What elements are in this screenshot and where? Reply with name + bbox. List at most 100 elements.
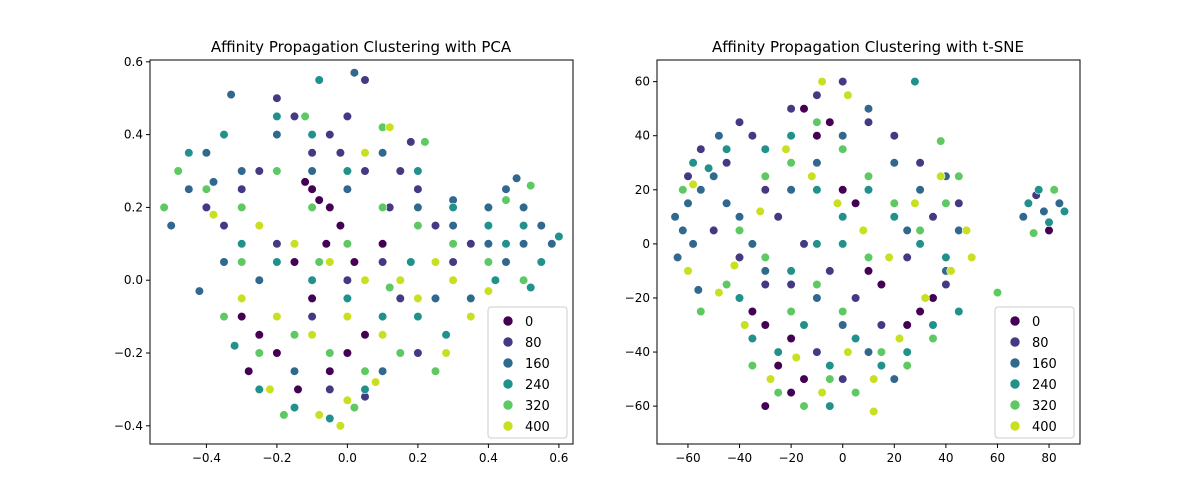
tsne-point-s2-1 bbox=[683, 198, 693, 208]
tsne-point-s3-17 bbox=[838, 212, 848, 222]
tsne-point-s1-1 bbox=[747, 131, 758, 141]
tsne-point-s4-9 bbox=[902, 361, 912, 371]
pca-point-s0-0 bbox=[300, 177, 310, 187]
tsne-point-s2-15 bbox=[915, 185, 925, 195]
tsne-point-s1-0 bbox=[734, 117, 745, 127]
tsne-point-s4-13 bbox=[812, 117, 822, 127]
tsne-point-s4-28 bbox=[1028, 228, 1039, 238]
pca-point-s4-14 bbox=[219, 312, 229, 322]
pca-legend-label-4: 320 bbox=[525, 399, 550, 414]
pca-point-s2-9 bbox=[413, 202, 423, 212]
pca-point-s5-10 bbox=[360, 275, 370, 285]
pca-point-s0-5 bbox=[254, 330, 264, 340]
tsne-point-s1-23 bbox=[696, 144, 706, 154]
pca-point-s5-22 bbox=[335, 421, 346, 431]
pca-point-s1-19 bbox=[395, 293, 405, 304]
tsne-point-s3-25 bbox=[1044, 217, 1054, 227]
tsne-legend-marker-4 bbox=[1009, 399, 1021, 411]
tsne-point-s3-20 bbox=[760, 144, 770, 154]
tsne-legend-marker-1 bbox=[1009, 336, 1021, 348]
pca-point-s5-1 bbox=[272, 312, 282, 322]
tsne-point-s2-19 bbox=[812, 293, 822, 303]
tsne-point-s3-26 bbox=[1034, 185, 1044, 195]
tsne-point-s5-1 bbox=[714, 288, 724, 298]
pca-point-s2-4 bbox=[237, 166, 247, 176]
pca-point-s0-10 bbox=[289, 257, 300, 267]
pca-point-s5-12 bbox=[314, 410, 324, 420]
tsne-point-s2-24 bbox=[693, 285, 703, 295]
pca-point-s0-11 bbox=[307, 293, 317, 304]
pca-legend: 0 80 160 240 320 400 bbox=[487, 306, 568, 439]
tsne-point-s5-21 bbox=[843, 90, 853, 100]
tsne-point-s0-13 bbox=[850, 198, 861, 208]
tsne-point-s1-16 bbox=[734, 252, 745, 262]
tsne-point-s2-2 bbox=[696, 185, 706, 195]
pca-point-s2-25 bbox=[511, 173, 522, 183]
tsne-point-s3-7 bbox=[825, 361, 835, 371]
pca-point-s1-7 bbox=[237, 184, 247, 194]
tsne-legend-marker-5 bbox=[1009, 420, 1021, 432]
tsne-point-s3-24 bbox=[1023, 198, 1033, 208]
tsne-point-s4-21 bbox=[760, 252, 770, 262]
tsne-point-s1-8 bbox=[799, 239, 809, 249]
pca-point-s5-23 bbox=[441, 348, 451, 358]
tsne-point-s5-12 bbox=[807, 171, 817, 181]
tsne-point-s2-3 bbox=[678, 225, 688, 235]
tsne-point-s4-15 bbox=[863, 171, 874, 181]
pca-point-s5-0 bbox=[237, 293, 247, 304]
tsne-ytick-label-0: −60 bbox=[625, 399, 650, 413]
pca-axes-frame bbox=[149, 59, 574, 445]
tsne-point-s2-10 bbox=[786, 185, 796, 195]
pca-point-s2-8 bbox=[378, 148, 388, 158]
tsne-point-s3-8 bbox=[850, 333, 861, 344]
tsne-legend-label-5: 400 bbox=[1032, 420, 1057, 435]
pca-point-s3-15 bbox=[342, 293, 353, 304]
pca-legend-marker-5 bbox=[502, 420, 514, 432]
pca-legend-marker-3 bbox=[502, 378, 514, 390]
tsne-ytick-label-1: −40 bbox=[625, 345, 650, 359]
pca-point-s1-14 bbox=[448, 257, 458, 267]
pca-point-s0-1 bbox=[307, 184, 317, 194]
pca-point-s2-14 bbox=[536, 221, 546, 231]
pca-point-s2-10 bbox=[448, 221, 458, 231]
tsne-point-s5-6 bbox=[843, 347, 853, 357]
tsne-point-s4-0 bbox=[678, 185, 688, 195]
pca-point-s2-26 bbox=[547, 239, 557, 249]
pca-point-s4-12 bbox=[501, 195, 511, 205]
pca-point-s0-3 bbox=[325, 202, 335, 212]
tsne-point-s0-9 bbox=[812, 131, 822, 141]
pca-point-s2-2 bbox=[184, 184, 194, 194]
tsne-point-s3-21 bbox=[786, 131, 796, 141]
pca-ytick-label-1: −0.2 bbox=[114, 346, 143, 360]
pca-point-s0-7 bbox=[325, 366, 335, 376]
pca-point-s0-9 bbox=[360, 330, 370, 340]
tsne-axes-frame bbox=[656, 59, 1081, 445]
pca-point-s4-26 bbox=[420, 137, 430, 147]
pca-point-s2-27 bbox=[349, 68, 360, 78]
pca-point-s1-20 bbox=[325, 384, 335, 395]
tsne-point-s1-9 bbox=[825, 266, 835, 276]
pca-point-s3-27 bbox=[230, 341, 240, 351]
tsne-point-s1-18 bbox=[889, 131, 899, 141]
pca-point-s4-1 bbox=[173, 166, 183, 176]
pca-ytick-label-4: 0.4 bbox=[124, 128, 143, 142]
pca-point-s5-6 bbox=[448, 275, 458, 285]
tsne-ytick-label-2: −20 bbox=[625, 291, 650, 305]
pca-point-s5-18 bbox=[385, 122, 395, 132]
pca-point-s1-23 bbox=[466, 239, 476, 249]
pca-point-s3-7 bbox=[483, 221, 494, 231]
pca-point-s4-16 bbox=[289, 330, 300, 340]
tsne-point-s4-23 bbox=[812, 279, 822, 290]
pca-legend-marker-2 bbox=[502, 357, 514, 369]
pca-point-s2-20 bbox=[430, 293, 441, 304]
tsne-point-s2-5 bbox=[709, 171, 719, 181]
tsne-xtick-label-4: 20 bbox=[887, 451, 902, 465]
pca-point-s2-7 bbox=[342, 184, 353, 194]
tsne-point-s2-23 bbox=[672, 252, 683, 262]
tsne-point-s2-12 bbox=[838, 131, 848, 141]
pca-point-s4-22 bbox=[349, 403, 360, 413]
tsne-point-s5-15 bbox=[884, 252, 894, 262]
tsne-xtick-label-2: −20 bbox=[778, 451, 803, 465]
tsne-point-s2-0 bbox=[670, 212, 680, 222]
pca-point-s3-3 bbox=[307, 130, 317, 140]
